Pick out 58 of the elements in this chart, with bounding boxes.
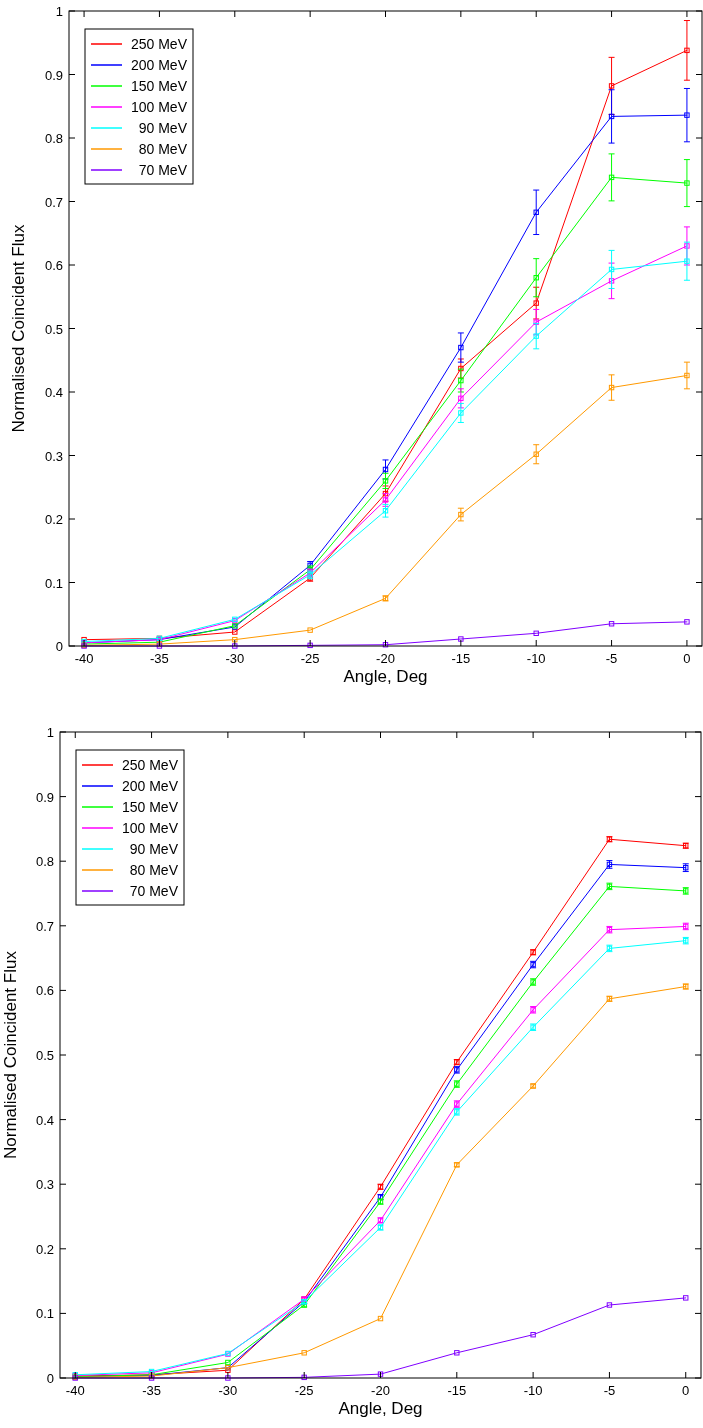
y-tick-label: 0.4: [44, 385, 63, 400]
y-tick-label: 0.6: [44, 258, 63, 273]
y-tick-label: 0.6: [35, 983, 54, 999]
legend-label: 80 MeV: [138, 141, 188, 157]
x-tick-label: -5: [605, 651, 618, 666]
x-tick-label: 0: [682, 1383, 690, 1398]
x-tick-label: -25: [294, 1383, 314, 1398]
x-tick-label: -15: [451, 651, 471, 666]
y-tick-label: 0.1: [44, 575, 63, 591]
x-tick-label: -30: [225, 651, 245, 666]
y-tick-label: 0.3: [35, 1177, 54, 1193]
y-tick-label: 0.8: [35, 854, 54, 870]
y-tick-label: 0.9: [44, 67, 63, 83]
legend-label: 90 MeV: [138, 120, 188, 136]
legend-label: 100 MeV: [121, 820, 179, 836]
x-tick-label: -5: [603, 1383, 616, 1398]
y-tick-label: 0.2: [44, 512, 63, 527]
legend-label: 150 MeV: [121, 799, 179, 815]
legend-label: 100 MeV: [130, 99, 188, 115]
x-tick-label: -30: [218, 1383, 238, 1398]
x-tick-label: -10: [526, 651, 546, 666]
y-tick-label: 0.4: [35, 1112, 54, 1128]
x-tick-label: -40: [65, 1383, 85, 1398]
legend-label: 200 MeV: [121, 778, 179, 794]
y-tick-label: 0.8: [44, 131, 63, 146]
legend-label: 70 MeV: [138, 162, 188, 178]
legend-label: 250 MeV: [130, 36, 188, 52]
legend-label: 70 MeV: [129, 883, 179, 899]
y-tick-label: 1: [55, 4, 63, 19]
legend-label: 200 MeV: [130, 57, 188, 73]
legend-label: 150 MeV: [130, 78, 188, 94]
x-axis-title: Angle, Deg: [343, 667, 428, 686]
x-axis-title: Angle, Deg: [338, 1399, 423, 1418]
y-tick-label: 0: [46, 1371, 54, 1386]
x-tick-label: -35: [150, 651, 169, 666]
y-tick-label: 0.7: [44, 194, 63, 210]
legend-label: 80 MeV: [129, 862, 179, 878]
y-axis-title: Normalised Coincident Flux: [1, 950, 20, 1159]
y-tick-label: 0.3: [44, 448, 63, 464]
legend-label: 90 MeV: [129, 841, 179, 857]
x-tick-label: -20: [376, 651, 395, 666]
y-tick-label: 0.5: [35, 1048, 54, 1063]
x-tick-label: -25: [300, 651, 320, 666]
y-tick-label: 1: [46, 725, 54, 740]
x-tick-label: 0: [683, 651, 691, 666]
x-tick-label: -35: [142, 1383, 161, 1398]
y-tick-label: 0: [55, 639, 63, 654]
legend-label: 250 MeV: [121, 757, 179, 773]
x-tick-label: -20: [371, 1383, 390, 1398]
y-tick-label: 0.9: [35, 789, 54, 805]
x-tick-label: -40: [74, 651, 94, 666]
y-axis-title: Normalised Coincident Flux: [9, 224, 28, 433]
y-tick-label: 0.5: [44, 321, 63, 337]
y-tick-label: 0.1: [35, 1306, 54, 1322]
x-tick-label: -10: [523, 1383, 543, 1398]
y-tick-label: 0.7: [35, 918, 54, 934]
y-tick-label: 0.2: [35, 1241, 54, 1257]
x-tick-label: -15: [447, 1383, 467, 1398]
